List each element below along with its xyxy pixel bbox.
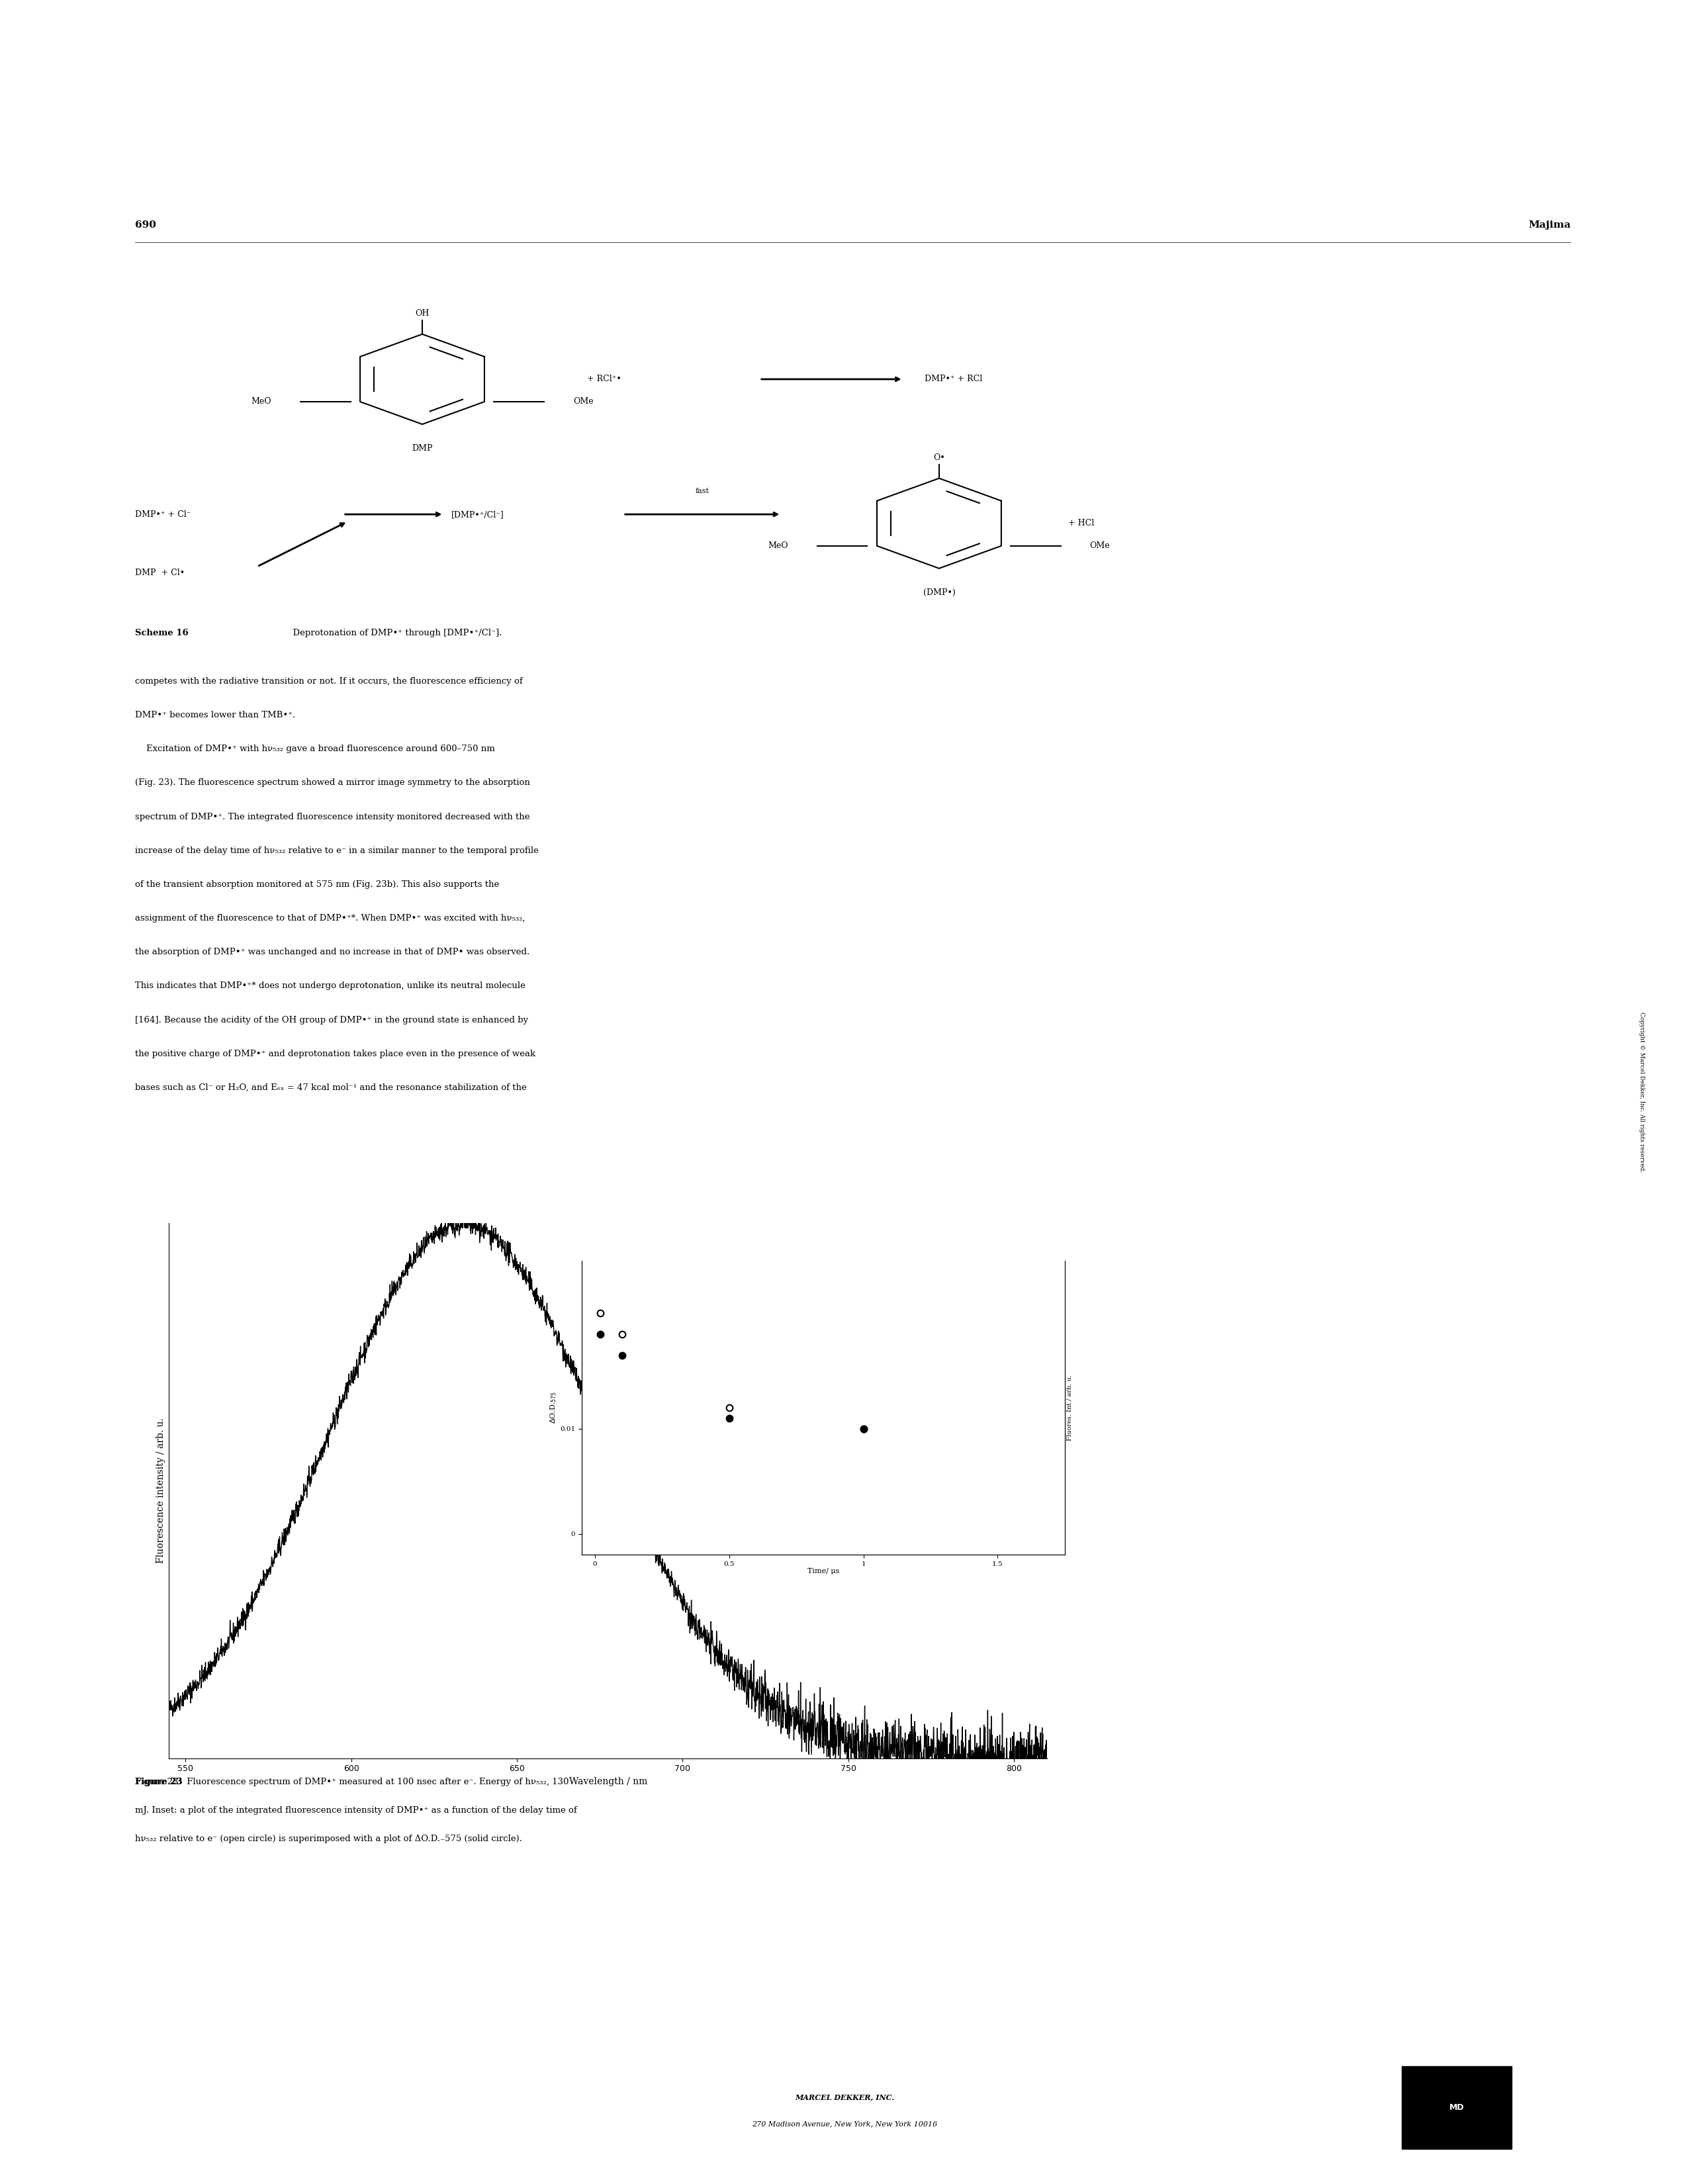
Text: OH: OH bbox=[415, 310, 429, 319]
Text: the absorption of DMP•⁺ was unchanged and no increase in that of DMP• was observ: the absorption of DMP•⁺ was unchanged an… bbox=[135, 948, 530, 957]
Text: MARCEL DEKKER, INC.: MARCEL DEKKER, INC. bbox=[796, 2094, 893, 2101]
Text: Figure 23: Figure 23 bbox=[135, 1778, 182, 1787]
Text: competes with the radiative transition or not. If it occurs, the fluorescence ef: competes with the radiative transition o… bbox=[135, 677, 524, 686]
Text: OMe: OMe bbox=[573, 397, 593, 406]
Text: of the transient absorption monitored at 575 nm (Fig. 23b). This also supports t: of the transient absorption monitored at… bbox=[135, 880, 500, 889]
Text: fast: fast bbox=[696, 487, 709, 494]
Text: [164]. Because the acidity of the OH group of DMP•⁺ in the ground state is enhan: [164]. Because the acidity of the OH gro… bbox=[135, 1016, 529, 1024]
Text: O•: O• bbox=[934, 454, 944, 463]
Text: OMe: OMe bbox=[1089, 542, 1110, 550]
X-axis label: Wavelength / nm: Wavelength / nm bbox=[569, 1778, 647, 1787]
Text: 690: 690 bbox=[135, 221, 155, 229]
Text: assignment of the fluorescence to that of DMP•⁺*. When DMP•⁺ was excited with hν: assignment of the fluorescence to that o… bbox=[135, 915, 525, 922]
Text: + RCl⁺•: + RCl⁺• bbox=[588, 376, 622, 384]
Text: Deprotonation of DMP•⁺ through [DMP•⁺/Cl⁻].: Deprotonation of DMP•⁺ through [DMP•⁺/Cl… bbox=[287, 629, 502, 638]
Text: Scheme 16: Scheme 16 bbox=[135, 629, 189, 638]
X-axis label: Time/ μs: Time/ μs bbox=[807, 1568, 839, 1575]
Text: This indicates that DMP•⁺* does not undergo deprotonation, unlike its neutral mo: This indicates that DMP•⁺* does not unde… bbox=[135, 983, 525, 989]
Text: Figure 23: Figure 23 bbox=[135, 1778, 182, 1787]
Text: Copyright © Marcel Dekker, Inc. All rights reserved.: Copyright © Marcel Dekker, Inc. All righ… bbox=[1638, 1011, 1645, 1173]
Text: MD: MD bbox=[1449, 2103, 1464, 2112]
Text: [DMP•⁺/Cl⁻]: [DMP•⁺/Cl⁻] bbox=[451, 511, 503, 518]
Text: Figure 23   Fluorescence spectrum of DMP•⁺ measured at 100 nsec after e⁻. Energy: Figure 23 Fluorescence spectrum of DMP•⁺… bbox=[135, 1778, 569, 1787]
Text: DMP  + Cl•: DMP + Cl• bbox=[135, 568, 184, 577]
Text: DMP•⁺ + RCl: DMP•⁺ + RCl bbox=[926, 376, 983, 384]
Text: DMP•⁺ + Cl⁻: DMP•⁺ + Cl⁻ bbox=[135, 511, 191, 518]
Text: bases such as Cl⁻ or H₂O, and Eₑₓ = 47 kcal mol⁻¹ and the resonance stabilizatio: bases such as Cl⁻ or H₂O, and Eₑₓ = 47 k… bbox=[135, 1083, 527, 1092]
Y-axis label: $\Delta$O.D.$_{575}$: $\Delta$O.D.$_{575}$ bbox=[549, 1391, 557, 1424]
Text: + HCl: + HCl bbox=[1069, 520, 1094, 529]
FancyBboxPatch shape bbox=[1402, 2066, 1512, 2149]
Text: the positive charge of DMP•⁺ and deprotonation takes place even in the presence : the positive charge of DMP•⁺ and deproto… bbox=[135, 1051, 535, 1057]
Y-axis label: Fluores. Int / arb. u.: Fluores. Int / arb. u. bbox=[1066, 1374, 1073, 1441]
Y-axis label: Fluorescence intensity / arb. u.: Fluorescence intensity / arb. u. bbox=[155, 1417, 166, 1564]
Text: mJ. Inset: a plot of the integrated fluorescence intensity of DMP•⁺ as a functio: mJ. Inset: a plot of the integrated fluo… bbox=[135, 1806, 578, 1815]
Text: Majima: Majima bbox=[1529, 221, 1571, 229]
Text: 270 Madison Avenue, New York, New York 10016: 270 Madison Avenue, New York, New York 1… bbox=[752, 2121, 937, 2127]
Text: (Fig. 23). The fluorescence spectrum showed a mirror image symmetry to the absor: (Fig. 23). The fluorescence spectrum sho… bbox=[135, 780, 530, 786]
Text: Excitation of DMP•⁺ with hν₅₃₂ gave a broad fluorescence around 600–750 nm: Excitation of DMP•⁺ with hν₅₃₂ gave a br… bbox=[135, 745, 495, 753]
Text: increase of the delay time of hν₅₃₂ relative to e⁻ in a similar manner to the te: increase of the delay time of hν₅₃₂ rela… bbox=[135, 847, 539, 854]
Text: MeO: MeO bbox=[252, 397, 272, 406]
Text: spectrum of DMP•⁺. The integrated fluorescence intensity monitored decreased wit: spectrum of DMP•⁺. The integrated fluore… bbox=[135, 812, 530, 821]
Text: (DMP•): (DMP•) bbox=[922, 587, 956, 596]
Text: DMP•⁺ becomes lower than TMB•⁺.: DMP•⁺ becomes lower than TMB•⁺. bbox=[135, 712, 296, 719]
Text: DMP: DMP bbox=[412, 443, 432, 452]
Text: hν₅₃₂ relative to e⁻ (open circle) is superimposed with a plot of ΔO.D.₋575 (sol: hν₅₃₂ relative to e⁻ (open circle) is su… bbox=[135, 1835, 522, 1843]
Text: MeO: MeO bbox=[768, 542, 789, 550]
